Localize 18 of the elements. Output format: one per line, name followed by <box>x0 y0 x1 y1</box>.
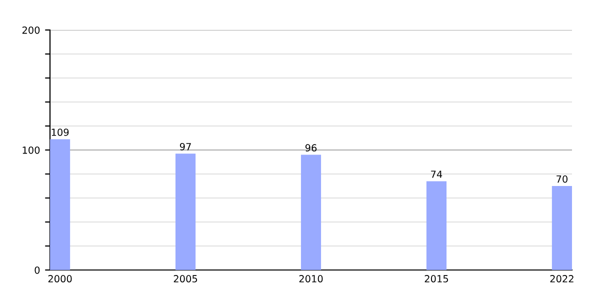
y-tick-label: 100 <box>22 146 40 154</box>
x-tick-label: 2010 <box>299 275 323 282</box>
bar <box>50 139 70 270</box>
data-label: 74 <box>431 170 442 178</box>
data-label: 96 <box>305 144 317 152</box>
y-tick-label: 200 <box>22 26 40 34</box>
data-label: 97 <box>180 142 191 150</box>
x-tick-label: 2015 <box>424 275 448 282</box>
x-tick-label: 2022 <box>550 275 574 282</box>
bar <box>300 154 322 270</box>
data-label: 70 <box>556 175 568 183</box>
x-tick-label: 2000 <box>48 275 72 282</box>
bar <box>552 186 572 270</box>
bar <box>175 154 196 270</box>
bar <box>426 181 447 270</box>
data-label: 109 <box>52 128 69 136</box>
x-tick-label: 2005 <box>174 275 198 282</box>
y-tick-label: 0 <box>34 266 40 274</box>
